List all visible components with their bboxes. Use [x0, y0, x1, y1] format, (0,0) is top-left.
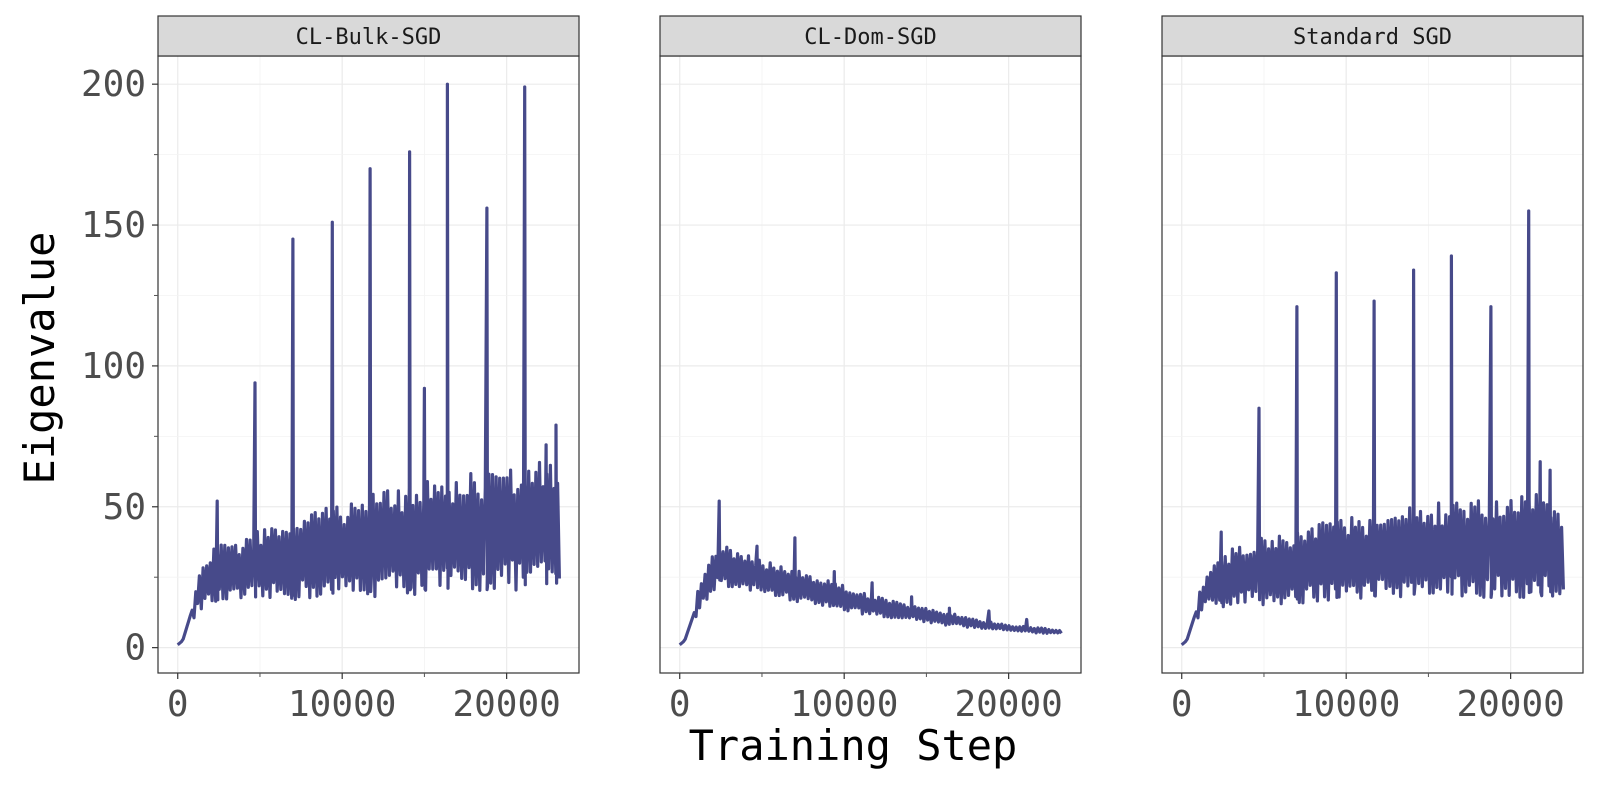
- y-tick-label: 50: [103, 487, 146, 528]
- x-tick-label: 20000: [954, 684, 1062, 725]
- y-tick-label: 150: [81, 205, 146, 246]
- facet-panel: Standard SGD 0 10000 20000: [1161, 15, 1584, 725]
- y-tick-label: 0: [124, 628, 146, 669]
- facet-strip-label: CL-Dom-SGD: [804, 25, 936, 50]
- x-tick-label: 10000: [790, 684, 898, 725]
- series-line: [176, 82, 561, 647]
- facet-strip: [157, 15, 580, 57]
- x-tick-label: 20000: [452, 684, 560, 725]
- series-line: [1180, 209, 1565, 647]
- x-tick-label: 10000: [288, 684, 396, 725]
- facet-strip-label: Standard SGD: [1293, 25, 1452, 50]
- x-tick-label: 20000: [1456, 684, 1564, 725]
- x-tick-label: 0: [669, 684, 691, 725]
- x-axis-title: Training Step: [689, 721, 1018, 770]
- y-tick-label: 100: [81, 346, 146, 387]
- x-tick-label: 0: [1171, 684, 1193, 725]
- y-tick-label: 200: [81, 64, 146, 105]
- facet-panel: CL-Bulk-SGD 0 10000 20000 0 50 100 150 200: [81, 15, 580, 725]
- y-axis-title: Eigenvalue: [15, 232, 64, 485]
- x-tick-label: 10000: [1292, 684, 1400, 725]
- facet-strip-label: CL-Bulk-SGD: [296, 25, 442, 50]
- x-tick-label: 0: [167, 684, 189, 725]
- facet-strip: [659, 15, 1082, 57]
- facet-strip: [1161, 15, 1584, 57]
- facet-panel: CL-Dom-SGD 0 10000 20000: [659, 15, 1082, 725]
- panel-background: [660, 56, 1081, 673]
- series-line: [678, 499, 1063, 647]
